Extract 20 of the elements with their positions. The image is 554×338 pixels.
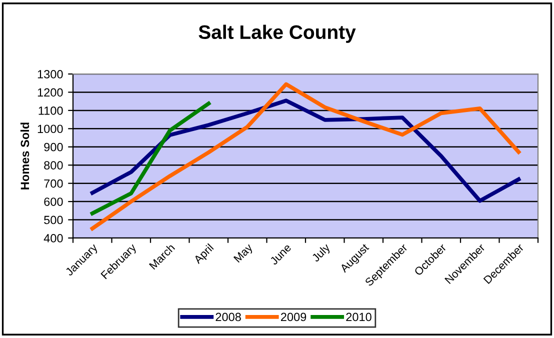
y-tick-label: 1000	[38, 124, 63, 134]
y-tick-label: 1300	[38, 70, 63, 78]
y-tick-label: 1100	[38, 106, 63, 115]
y-tick-label: 800	[44, 161, 63, 170]
y-tick-label: 500	[44, 216, 63, 224]
chart-title: Salt Lake County	[198, 24, 356, 43]
y-tick-label: 400	[44, 234, 63, 242]
x-tick-label: May	[233, 243, 255, 264]
line-series	[90, 98, 521, 203]
line-series	[90, 82, 521, 230]
legend-label: 2009	[280, 312, 306, 322]
y-tick-label: 700	[44, 179, 63, 188]
y-tick-label: 1200	[38, 88, 63, 97]
y-tick-label: 600	[44, 198, 63, 206]
line-series	[90, 102, 211, 216]
legend-label: 2008	[216, 312, 241, 322]
x-tick-label: July	[311, 242, 332, 264]
y-tick-label: 900	[44, 142, 63, 152]
legend-label: 2010	[346, 312, 372, 322]
y-axis-title: Homes Sold	[20, 122, 30, 190]
